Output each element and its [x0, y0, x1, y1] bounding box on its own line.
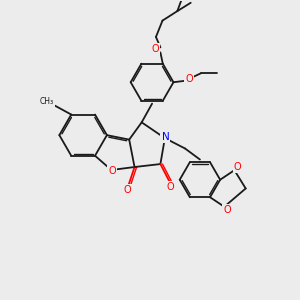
Text: O: O — [123, 185, 131, 195]
Text: O: O — [224, 205, 231, 215]
Text: O: O — [151, 44, 159, 54]
Text: O: O — [185, 74, 193, 84]
Text: O: O — [108, 167, 116, 176]
Text: N: N — [162, 132, 169, 142]
Text: CH₃: CH₃ — [40, 97, 54, 106]
Text: O: O — [234, 162, 241, 172]
Text: O: O — [167, 182, 175, 192]
